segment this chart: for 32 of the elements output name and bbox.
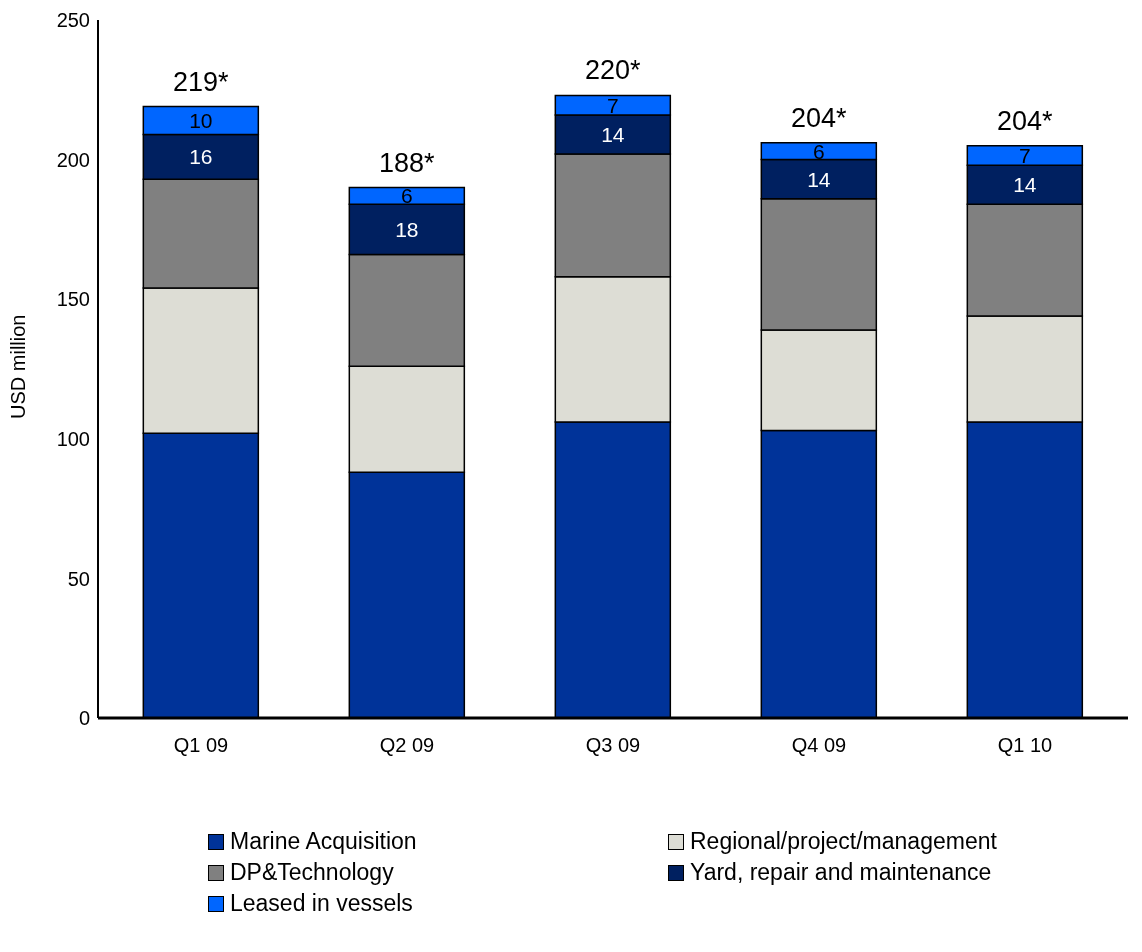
- y-tick-label: 200: [56, 148, 90, 171]
- data-label: 16: [189, 145, 213, 169]
- data-label: 6: [400, 184, 413, 208]
- legend-label: Regional/project/management: [690, 828, 997, 855]
- y-tick-label: 250: [56, 9, 90, 32]
- data-label: 18: [395, 217, 419, 241]
- total-label: 219*: [173, 66, 230, 97]
- y-axis-title: USD million: [7, 314, 30, 419]
- y-tick-label: 100: [56, 427, 90, 450]
- total-label: 188*: [379, 147, 436, 178]
- data-label: 14: [601, 122, 625, 146]
- data-label: 10: [189, 109, 213, 133]
- x-tick-label: Q1 10: [997, 734, 1053, 757]
- y-tick-label: 50: [67, 567, 90, 590]
- y-tick-label: 0: [78, 707, 90, 730]
- x-tick-label: Q2 09: [379, 734, 435, 757]
- legend-label: Marine Acquisition: [230, 828, 417, 855]
- x-tick-label: Q4 09: [791, 734, 847, 757]
- legend-label: Leased in vessels: [230, 890, 413, 917]
- total-label: 220*: [585, 55, 642, 86]
- total-label: 204*: [791, 102, 848, 133]
- legend-label: DP&Technology: [230, 859, 394, 886]
- x-tick-label: Q3 09: [585, 734, 641, 757]
- data-label: 14: [1013, 173, 1037, 197]
- data-label: 7: [1018, 143, 1031, 167]
- legend-label: Yard, repair and maintenance: [690, 859, 992, 886]
- data-label: 14: [807, 167, 831, 191]
- y-tick-label: 150: [56, 288, 90, 311]
- data-label: 7: [606, 93, 619, 117]
- total-label: 204*: [997, 105, 1054, 136]
- data-label: 6: [812, 139, 825, 163]
- x-tick-label: Q1 09: [173, 734, 229, 757]
